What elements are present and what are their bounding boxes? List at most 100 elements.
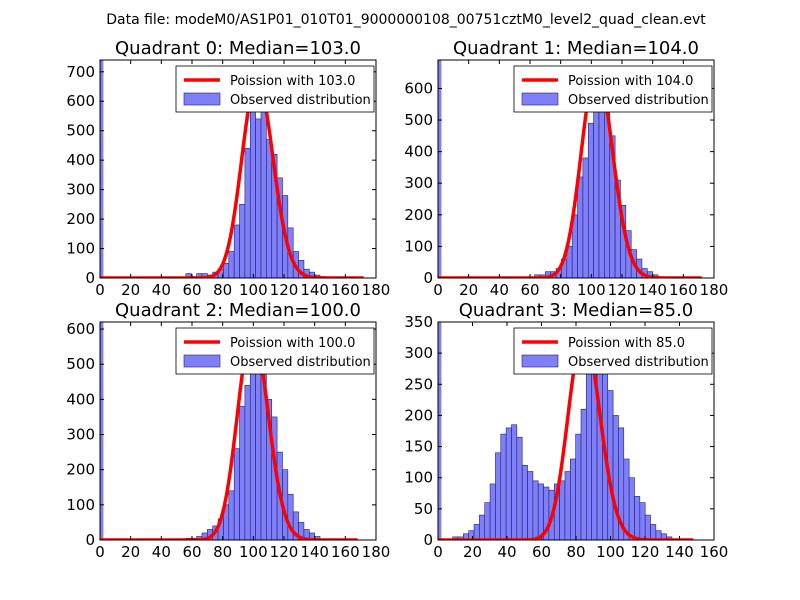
y-tick-label: 350 [404, 313, 433, 331]
x-tick-label: 80 [213, 281, 232, 299]
histogram-bar [233, 448, 240, 540]
x-tick-label: 160 [331, 281, 360, 299]
axes-frame [99, 59, 377, 279]
y-tick-label: 500 [66, 355, 95, 373]
x-tick-label: 140 [300, 543, 329, 561]
x-tick-label: 0 [433, 281, 443, 299]
y-tick-label: 400 [404, 143, 433, 161]
quadrant-panel-0: 0 20 40 60 80 100 120 140 160 1800100200300400500… [66, 38, 390, 299]
histogram-bar [593, 103, 600, 278]
histogram-bar [511, 424, 518, 540]
x-tick-label: 20 [463, 543, 482, 561]
y-tick-label: 400 [66, 151, 95, 169]
y-tick-label: 600 [66, 92, 95, 110]
x-tick-label: 180 [362, 281, 391, 299]
histogram-bar [255, 118, 262, 278]
x-tick-label: 20 [459, 281, 478, 299]
zero-bin-bar [438, 60, 442, 278]
histogram-bar [484, 502, 491, 540]
legend-poisson-label: Poission with 104.0 [568, 74, 693, 89]
histogram-bar [582, 157, 589, 278]
x-tick-label: 100 [239, 281, 268, 299]
histogram-bar [521, 464, 528, 540]
histogram-bar [233, 224, 240, 278]
x-tick-label: 60 [182, 281, 201, 299]
y-tick-label: 200 [404, 206, 433, 224]
histogram-bar [228, 251, 235, 278]
y-tick-label: 700 [66, 63, 95, 81]
y-tick-label: 300 [404, 344, 433, 362]
histogram-bar [495, 452, 502, 540]
y-tick-label: 100 [66, 496, 95, 514]
x-tick-label: 120 [631, 543, 660, 561]
legend-poisson-label: Poission with 103.0 [230, 74, 355, 89]
zero-bin-bar [100, 322, 104, 540]
x-tick-label: 40 [490, 281, 509, 299]
histogram-bar [185, 273, 192, 278]
y-tick-label: 100 [66, 240, 95, 258]
histogram-bar [537, 483, 544, 540]
y-tick-label: 0 [423, 531, 433, 549]
histogram-bar [489, 483, 496, 540]
x-tick-label: 140 [300, 281, 329, 299]
x-tick-label: 0 [95, 543, 105, 561]
histogram-bar [473, 524, 480, 540]
x-tick-label: 100 [596, 543, 625, 561]
x-tick-label: 120 [270, 281, 299, 299]
histogram-bar [644, 514, 651, 540]
histogram-bar [244, 384, 251, 540]
y-tick-label: 200 [404, 406, 433, 424]
histogram-bar [479, 514, 486, 540]
y-tick-label: 100 [404, 469, 433, 487]
quadrant-panel-1: 0 20 40 60 80 100 120 140 160 1800100200300400500… [404, 38, 728, 299]
histogram-bar [634, 496, 641, 540]
y-tick-label: 150 [404, 438, 433, 456]
x-tick-label: 160 [700, 543, 729, 561]
y-tick-label: 100 [404, 237, 433, 255]
quadrant-panels: 0 20 40 60 80 100 120 140 160 1800100200300400500… [66, 38, 728, 561]
histogram-bar [228, 490, 235, 540]
x-tick-label: 60 [532, 543, 551, 561]
legend-observed-label: Observed distribution [230, 93, 371, 108]
x-tick-label: 180 [700, 281, 729, 299]
x-tick-label: 40 [152, 543, 171, 561]
quadrant-panel-2: 0 20 40 60 80 100 120 140 160 1800100200300400500… [66, 300, 390, 561]
y-tick-label: 600 [404, 79, 433, 97]
x-tick-label: 160 [331, 543, 360, 561]
x-tick-label: 180 [362, 543, 391, 561]
histogram-bar [239, 204, 246, 278]
y-tick-label: 200 [66, 210, 95, 228]
zero-bin-bar [438, 322, 442, 540]
plot-area [438, 322, 694, 540]
legend: Poission with 85.0 Observed distribution [513, 327, 713, 375]
quadrant-panel-3: 0 20 40 60 80 100 120 140 160 0 50 100 150 200 250 300 3… [404, 300, 728, 561]
x-tick-label: 20 [121, 543, 140, 561]
y-tick-label: 0 [85, 531, 95, 549]
histogram-bar [570, 458, 576, 540]
histogram-bar [628, 477, 635, 540]
y-tick-label: 500 [66, 122, 95, 140]
histogram-bar [587, 122, 594, 278]
figure-title: Data file: modeM0/AS1P01_010T01_90000001… [106, 12, 706, 28]
x-tick-label: 60 [520, 281, 539, 299]
histogram-bar [505, 427, 512, 540]
legend-observed-swatch [521, 354, 559, 368]
y-tick-label: 50 [414, 500, 433, 518]
histogram-bar [266, 139, 273, 278]
histogram-bar [527, 471, 534, 540]
histogram-bar [516, 436, 523, 540]
x-tick-label: 0 [433, 543, 443, 561]
y-tick-label: 400 [66, 390, 95, 408]
histogram-bar [239, 406, 246, 540]
x-tick-label: 160 [669, 281, 698, 299]
x-tick-label: 120 [608, 281, 637, 299]
legend-poisson-label: Poission with 85.0 [568, 336, 685, 351]
histogram-bar [532, 480, 539, 540]
y-tick-label: 300 [66, 426, 95, 444]
legend: Poission with 104.0 Observed distribution [513, 65, 713, 113]
legend-observed-label: Observed distribution [568, 355, 709, 370]
y-tick-label: 0 [85, 269, 95, 287]
x-tick-label: 80 [566, 543, 585, 561]
histogram-bar [639, 502, 646, 540]
histogram-bar [577, 176, 584, 278]
